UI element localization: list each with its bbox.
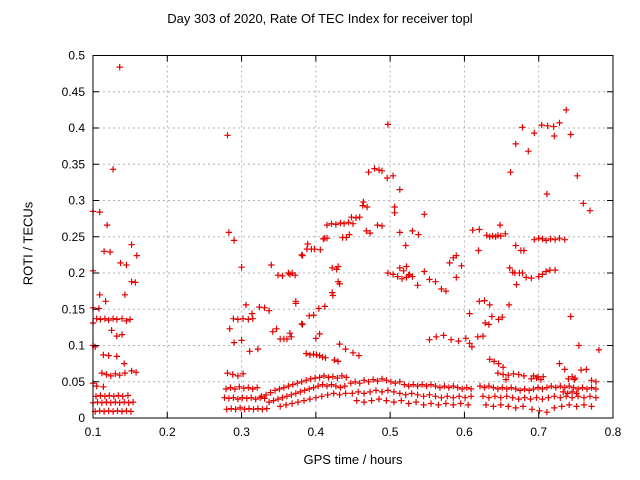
y-tick-label: 0.15 (62, 302, 86, 316)
x-tick-label: 0.1 (85, 425, 102, 439)
y-tick-label: 0.35 (62, 157, 86, 171)
data-points (89, 63, 603, 416)
x-tick-label: 0.4 (308, 425, 325, 439)
y-tick-label: 0.4 (68, 121, 85, 135)
y-tick-label: 0.45 (62, 85, 86, 99)
x-tick-label: 0.5 (382, 425, 399, 439)
x-tick-label: 0.6 (456, 425, 473, 439)
y-tick-label: 0.25 (62, 230, 86, 244)
y-tick-label: 0.3 (68, 194, 85, 208)
chart-title: Day 303 of 2020, Rate Of TEC Index for r… (167, 11, 473, 26)
x-tick-label: 0.3 (233, 425, 250, 439)
y-tick-label: 0.1 (68, 339, 85, 353)
x-tick-label: 0.2 (159, 425, 176, 439)
y-tick-label: 0.5 (68, 49, 85, 63)
y-tick-label: 0.05 (62, 375, 86, 389)
y-axis-label: ROTI / TECUs (20, 201, 36, 286)
y-tick-label: 0 (78, 411, 85, 425)
x-tick-label: 0.7 (530, 425, 547, 439)
x-axis-label: GPS time / hours (303, 452, 403, 467)
y-tick-label: 0.2 (68, 266, 85, 280)
x-tick-label: 0.8 (605, 425, 622, 439)
